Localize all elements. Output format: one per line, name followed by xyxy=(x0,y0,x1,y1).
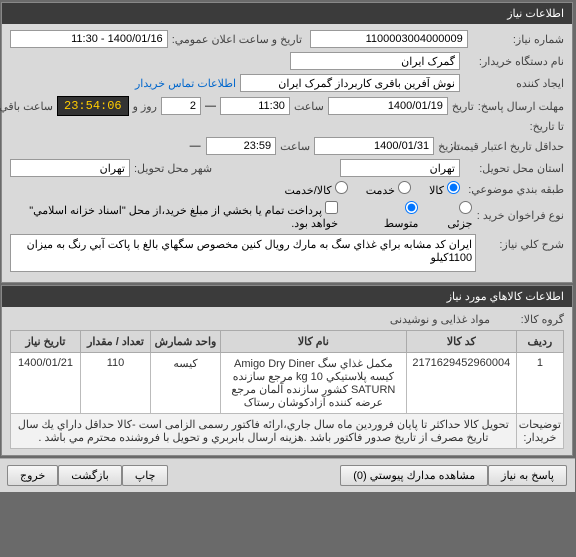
price-time-input[interactable] xyxy=(207,137,277,155)
deliver-state-input[interactable] xyxy=(341,159,461,177)
deliver-city-input[interactable] xyxy=(11,159,131,177)
deadline-label: مهلت ارسال پاسخ: xyxy=(479,100,565,113)
th-code: کد کالا xyxy=(407,331,517,353)
print-button[interactable]: چاپ xyxy=(123,465,170,486)
buyer-notes-label: توضيحات خريدار: xyxy=(517,414,564,449)
need-no-label: شماره نياز: xyxy=(473,33,565,46)
kala-service-radio[interactable] xyxy=(336,181,349,194)
creator-label: ايجاد كننده xyxy=(465,77,565,90)
low-radio-label[interactable]: جزئی xyxy=(437,201,473,230)
countdown-timer: 23:54:06 xyxy=(58,96,130,116)
remain-label: ساعت باقي مانده xyxy=(0,100,54,113)
attachments-button[interactable]: مشاهده مدارك پيوستي (0) xyxy=(341,465,489,486)
th-qty: تعداد / مقدار xyxy=(82,331,152,353)
dash-2: — xyxy=(189,140,203,152)
kala-radio[interactable] xyxy=(448,181,461,194)
buyer-notes-text: تحويل كالا حداكثر تا پايان فروردين ماه س… xyxy=(12,414,518,449)
items-table: رديف کد کالا نام کالا واحد شمارش تعداد /… xyxy=(11,330,565,449)
need-no-input[interactable] xyxy=(311,30,469,48)
service-radio[interactable] xyxy=(399,181,412,194)
items-panel-header: اطلاعات کالاهاي مورد نياز xyxy=(3,286,573,307)
low-radio[interactable] xyxy=(460,201,473,214)
partial-checkbox[interactable] xyxy=(326,201,339,214)
deliver-city-label: شهر محل تحويل: xyxy=(135,162,213,175)
main-desc-label: شرح کلي نياز: xyxy=(481,234,565,251)
days-label: روز و xyxy=(134,100,158,113)
date-label-1: تاريخ xyxy=(453,100,475,113)
item-group-value: مواد غذایی و نوشیدنی xyxy=(391,313,491,326)
th-name: نام کالا xyxy=(222,331,408,353)
cell-code: 2171629452960004 xyxy=(407,353,517,414)
table-row: 12171629452960004مکمل غذاي سگ Amigo Dry … xyxy=(12,353,565,414)
kala-service-radio-label[interactable]: کالا/خدمت xyxy=(285,181,348,197)
date-label-2: تاريخ xyxy=(439,140,461,153)
price-date-input[interactable] xyxy=(315,137,435,155)
item-group-label: گروه کالا: xyxy=(495,313,565,326)
cell-qty: 110 xyxy=(82,353,152,414)
buyer-org-input[interactable] xyxy=(291,52,461,70)
mid-radio-label[interactable]: متوسط xyxy=(375,201,419,230)
to-date-label: تا تاريخ: xyxy=(465,120,565,133)
countdown-days xyxy=(162,97,202,115)
service-radio-label[interactable]: خدمت xyxy=(367,181,412,197)
cell-name: مکمل غذاي سگ Amigo Dry Diner کيسه پلاستي… xyxy=(222,353,408,414)
partial-check-label[interactable]: پرداخت تمام يا بخشي از مبلغ خريد،از محل … xyxy=(25,201,339,230)
contact-link[interactable]: اطلاعات تماس خريدار xyxy=(136,77,237,90)
exit-button[interactable]: خروج xyxy=(8,465,59,486)
time-label-1: ساعت xyxy=(295,100,325,113)
cell-row: 1 xyxy=(517,353,564,414)
deadline-time-input[interactable] xyxy=(221,97,291,115)
footer-bar: پاسخ به نياز مشاهده مدارك پيوستي (0) چاپ… xyxy=(0,458,576,492)
time-label-2: ساعت xyxy=(281,140,311,153)
back-button[interactable]: بازگشت xyxy=(59,465,123,486)
dash-1: — xyxy=(206,100,217,112)
info-panel: اطلاعات نیاز شماره نياز: تاريخ و ساعت اع… xyxy=(2,2,574,283)
price-min-label: حداقل تاريخ اعتبار قيمت: xyxy=(465,140,565,153)
th-row: رديف xyxy=(517,331,564,353)
deadline-date-input[interactable] xyxy=(329,97,449,115)
buyer-org-label: نام دستگاه خريدار: xyxy=(465,55,565,68)
announce-input[interactable] xyxy=(11,30,169,48)
th-date: تاريخ نياز xyxy=(12,331,82,353)
cell-unit: کیسه xyxy=(152,353,222,414)
call-type-label: نوع فراخوان خريد : xyxy=(477,209,565,222)
budget-cat-label: طبقه بندي موضوعي: xyxy=(465,183,565,196)
reply-button[interactable]: پاسخ به نياز xyxy=(489,465,568,486)
deliver-state-label: استان محل تحويل: xyxy=(465,162,565,175)
mid-radio[interactable] xyxy=(406,201,419,214)
announce-label: تاريخ و ساعت اعلان عمومي: xyxy=(173,33,303,46)
cell-date: 1400/01/21 xyxy=(12,353,82,414)
creator-input[interactable] xyxy=(241,74,461,92)
info-panel-header: اطلاعات نیاز xyxy=(3,3,573,24)
th-unit: واحد شمارش xyxy=(152,331,222,353)
kala-radio-label[interactable]: کالا xyxy=(430,181,461,197)
main-desc-textarea[interactable] xyxy=(11,234,477,272)
items-panel: اطلاعات کالاهاي مورد نياز گروه کالا: موا… xyxy=(2,285,574,456)
